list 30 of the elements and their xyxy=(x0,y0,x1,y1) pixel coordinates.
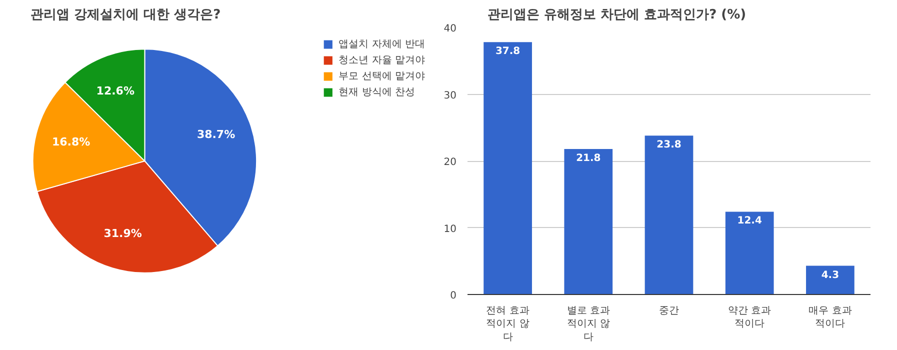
y-tick-label: 20 xyxy=(444,157,457,168)
x-tick-label: 중간 xyxy=(659,306,679,316)
y-tick-label: 30 xyxy=(444,90,457,102)
y-tick-label: 0 xyxy=(450,290,457,302)
legend-label: 청소년 자율 맡겨야 xyxy=(338,54,425,67)
legend-label: 현재 방식에 찬성 xyxy=(338,86,415,99)
bar xyxy=(644,136,694,294)
data-label: 4.3 xyxy=(821,270,840,281)
data-label: 12.4 xyxy=(737,216,762,227)
x-tick-label: 약간 효과적이다 xyxy=(728,306,772,330)
data-label: 23.8 xyxy=(656,140,682,151)
bar xyxy=(725,212,774,294)
x-tick-label: 별로 효과적이지 않다 xyxy=(566,306,610,343)
y-tick-label: 40 xyxy=(444,24,457,34)
bar xyxy=(806,266,854,294)
chart-title: 관리앱은 유해정보 차단에 효과적인가? (%) xyxy=(488,8,746,22)
chart-title: 관리앱 강제설치에 대한 생각은? xyxy=(30,8,221,22)
x-tick-label: 매우 효과적이다 xyxy=(808,306,852,330)
data-label: 12.6% xyxy=(96,84,134,98)
legend-label: 앱설치 자체에 반대 xyxy=(338,38,425,51)
bar xyxy=(564,148,613,294)
data-label: 21.8 xyxy=(576,152,601,164)
x-tick-label: 전혀 효과적이지 않다 xyxy=(486,306,530,343)
data-label: 16.8% xyxy=(52,136,90,149)
y-tick-label: 10 xyxy=(444,224,457,235)
data-label: 31.9% xyxy=(104,226,142,240)
legend-label: 부모 선택에 맡겨야 xyxy=(338,70,425,83)
bar xyxy=(484,42,532,294)
data-label: 38.7% xyxy=(196,128,236,142)
data-label: 37.8 xyxy=(495,46,520,58)
